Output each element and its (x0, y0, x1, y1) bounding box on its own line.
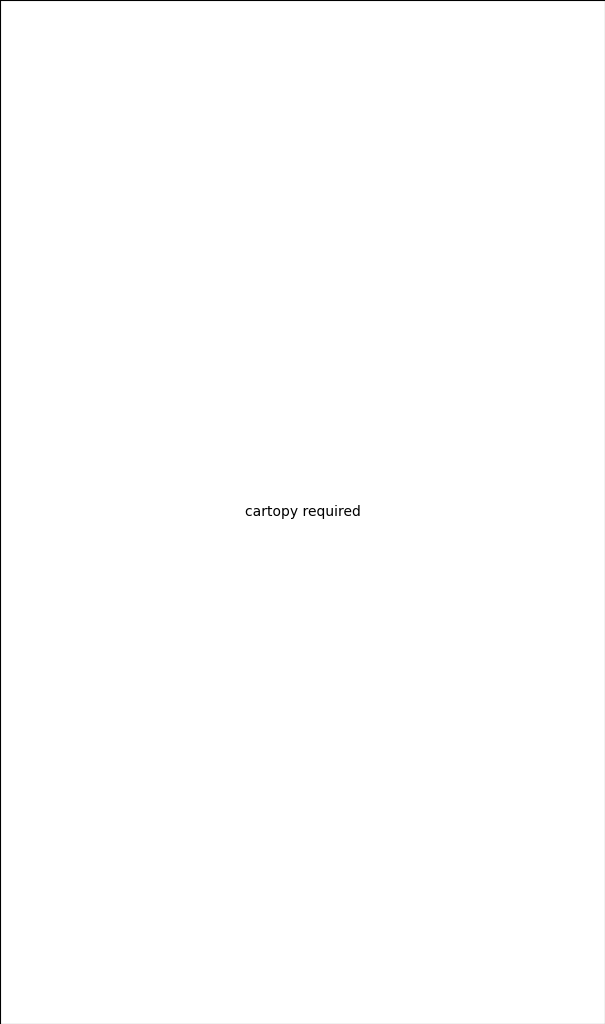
Text: cartopy required: cartopy required (244, 505, 361, 519)
